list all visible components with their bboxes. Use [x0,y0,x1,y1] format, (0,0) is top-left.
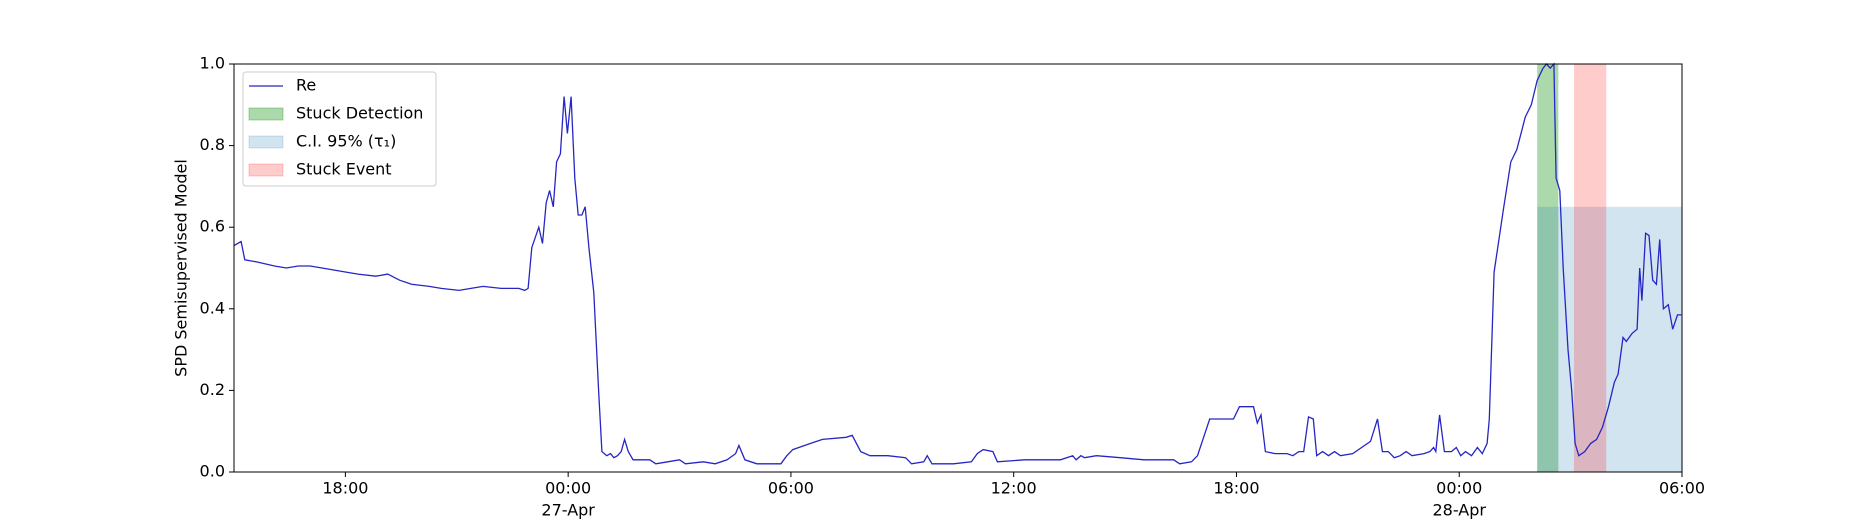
data-line [233,62,1682,465]
span [1573,64,1607,472]
x-tick-label: 18:00 [1213,479,1259,498]
legend-swatch [248,135,284,149]
plot-frame [233,63,1683,473]
legend-box [242,71,437,187]
y-axis-label: SPD Semisupervised Model [172,159,191,377]
y-tick-label: 0.6 [200,217,225,236]
x-tick-label: 06:00 [768,479,814,498]
y-tick-label: 1.0 [200,54,225,73]
y-tick-label: 0.0 [200,462,225,481]
legend-label: Stuck Detection [296,104,423,123]
legend-label: Stuck Event [296,160,392,179]
x-tick-label: 18:00 [322,479,368,498]
x-tick-label: 06:00 [1659,479,1705,498]
x-tick-label: 12:00 [991,479,1037,498]
legend-label: C.I. 95% (τ₁) [296,132,396,151]
legend-swatch [248,107,284,121]
legend-swatch [248,163,284,177]
y-tick-label: 0.8 [200,135,225,154]
legend-label: Re [296,76,316,95]
span [1537,64,1559,472]
y-tick-label: 0.2 [200,380,225,399]
x-tick-date: 27-Apr [541,501,595,520]
x-tick-date: 28-Apr [1432,501,1486,520]
x-tick-label: 00:00 [545,479,591,498]
y-tick-label: 0.4 [200,298,225,317]
span [1537,206,1682,473]
x-tick-label: 00:00 [1436,479,1482,498]
legend: Re Stuck Detection C.I. 95% (τ₁) Stuck Even… [242,71,437,187]
